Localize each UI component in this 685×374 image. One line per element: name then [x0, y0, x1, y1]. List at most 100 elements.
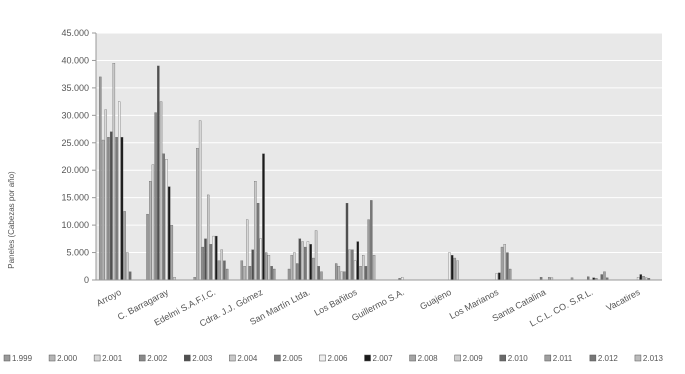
y-tick-label: 40.000: [61, 55, 89, 65]
x-category-label: Vacatires: [604, 287, 642, 313]
legend-swatch: [589, 354, 597, 362]
bar: [167, 186, 171, 281]
bar: [112, 63, 116, 281]
bar: [498, 272, 501, 281]
bar: [120, 137, 124, 281]
bar: [290, 255, 293, 281]
legend-swatch: [409, 354, 416, 362]
bar: [600, 274, 603, 281]
bar: [196, 148, 199, 281]
bar: [362, 255, 365, 281]
legend-label: 2.009: [463, 354, 484, 363]
bar: [104, 109, 107, 281]
bar: [367, 219, 370, 281]
legend: 1.999 2.000 2.001 2.002 2.003 2.004 2.005 2.006…: [3, 354, 664, 363]
bar: [159, 101, 163, 281]
bar: [151, 164, 155, 281]
bar: [295, 263, 299, 281]
x-category-label: Guajeno: [418, 287, 453, 312]
y-tick-label: 35.000: [61, 83, 89, 93]
bar: [337, 266, 341, 281]
bar: [207, 194, 210, 281]
grid-lines: [96, 32, 662, 281]
legend-swatch: [229, 354, 236, 362]
bar: [508, 268, 512, 281]
bar: [370, 200, 373, 281]
bar: [107, 137, 110, 281]
bar: [453, 257, 457, 281]
legend-swatch: [364, 354, 371, 362]
bar: [215, 235, 218, 281]
bar: [301, 241, 304, 281]
legend-label: 2.013: [643, 354, 664, 363]
y-tick-label: 10.000: [61, 220, 89, 230]
bar: [345, 203, 349, 281]
y-tick-label: 45.000: [61, 28, 89, 38]
bar: [123, 211, 126, 281]
bar: [243, 266, 246, 281]
bar: [201, 246, 204, 281]
bar: [220, 249, 223, 281]
legend-label: 2.008: [418, 354, 439, 363]
bar: [149, 181, 152, 281]
bar: [115, 137, 118, 281]
bar: [212, 235, 215, 281]
legend-label: 2.000: [57, 354, 78, 363]
legend-swatch: [48, 354, 56, 362]
bar: [372, 255, 376, 281]
bar: [264, 252, 268, 281]
bar: [154, 112, 157, 281]
bar: [126, 252, 129, 281]
legend-swatch: [274, 354, 281, 362]
bar: [101, 139, 105, 281]
bar: [146, 213, 149, 281]
bar: [254, 181, 257, 281]
legend-label: 2.004: [237, 354, 258, 363]
legend-label: 2.001: [102, 354, 123, 363]
bar: [356, 241, 360, 281]
bar: [351, 249, 354, 281]
bar: [287, 268, 291, 281]
legend-label: 2.002: [147, 354, 168, 363]
legend-swatch: [93, 354, 101, 362]
x-category-label: Arroyo: [95, 287, 123, 308]
bar: [503, 244, 506, 281]
bar: [348, 249, 351, 281]
bar: [99, 76, 102, 281]
legend-swatch: [454, 354, 461, 362]
legend-swatch: [3, 354, 11, 362]
bar: [317, 266, 320, 281]
bar: [273, 268, 276, 281]
bar: [359, 266, 362, 281]
bar: [353, 260, 357, 281]
bar: [256, 203, 260, 281]
plot-area: [96, 33, 662, 280]
bar: [246, 219, 249, 281]
bar: [448, 252, 451, 281]
bars: [99, 63, 651, 281]
bar: [298, 238, 302, 281]
bar: [251, 249, 254, 281]
bar: [314, 230, 318, 281]
legend-label: 2.011: [553, 354, 573, 363]
bar: [162, 153, 165, 281]
bar: [495, 273, 498, 281]
legend-label: 2.003: [192, 354, 213, 363]
legend-label: 2.006: [327, 354, 348, 363]
bar: [157, 65, 160, 281]
bar: [109, 131, 113, 281]
bar: [259, 238, 262, 281]
legend-label: 2.007: [373, 354, 394, 363]
y-tick-label: 25.000: [61, 138, 89, 148]
legend-swatch: [544, 354, 552, 362]
y-tick-label: 15.000: [61, 193, 89, 203]
bar: [456, 260, 459, 281]
legend-swatch: [499, 354, 506, 362]
bar: [240, 260, 244, 281]
bar: [506, 252, 509, 281]
legend-swatch: [138, 354, 146, 362]
legend-label: 2.010: [508, 354, 529, 363]
bar: [118, 101, 121, 281]
bar: [204, 238, 207, 281]
legend-label: 1.999: [12, 354, 33, 363]
